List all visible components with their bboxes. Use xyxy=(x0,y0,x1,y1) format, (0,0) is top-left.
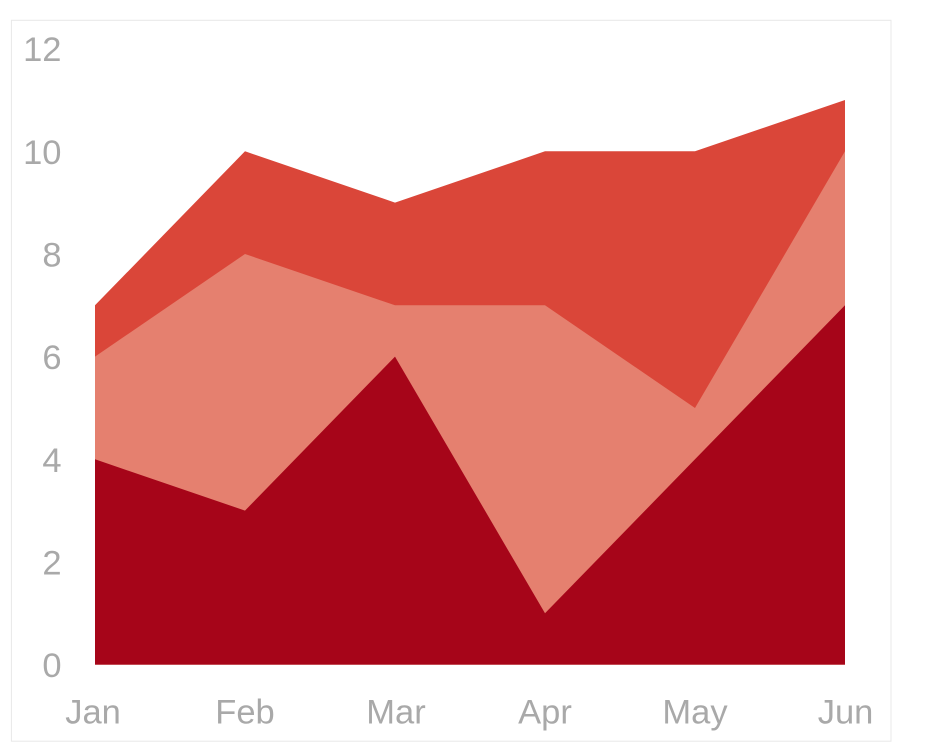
svg-text:0: 0 xyxy=(42,647,61,685)
svg-text:Feb: Feb xyxy=(215,694,274,732)
svg-text:2: 2 xyxy=(42,545,61,583)
svg-text:Jan: Jan xyxy=(65,694,121,732)
svg-text:Mar: Mar xyxy=(366,694,425,732)
svg-text:12: 12 xyxy=(23,31,61,69)
svg-text:6: 6 xyxy=(42,339,61,377)
svg-text:Apr: Apr xyxy=(518,694,572,732)
svg-text:4: 4 xyxy=(42,442,61,480)
svg-text:10: 10 xyxy=(23,134,61,172)
svg-text:8: 8 xyxy=(42,237,61,275)
svg-text:May: May xyxy=(662,694,728,732)
svg-text:Jun: Jun xyxy=(818,694,874,732)
